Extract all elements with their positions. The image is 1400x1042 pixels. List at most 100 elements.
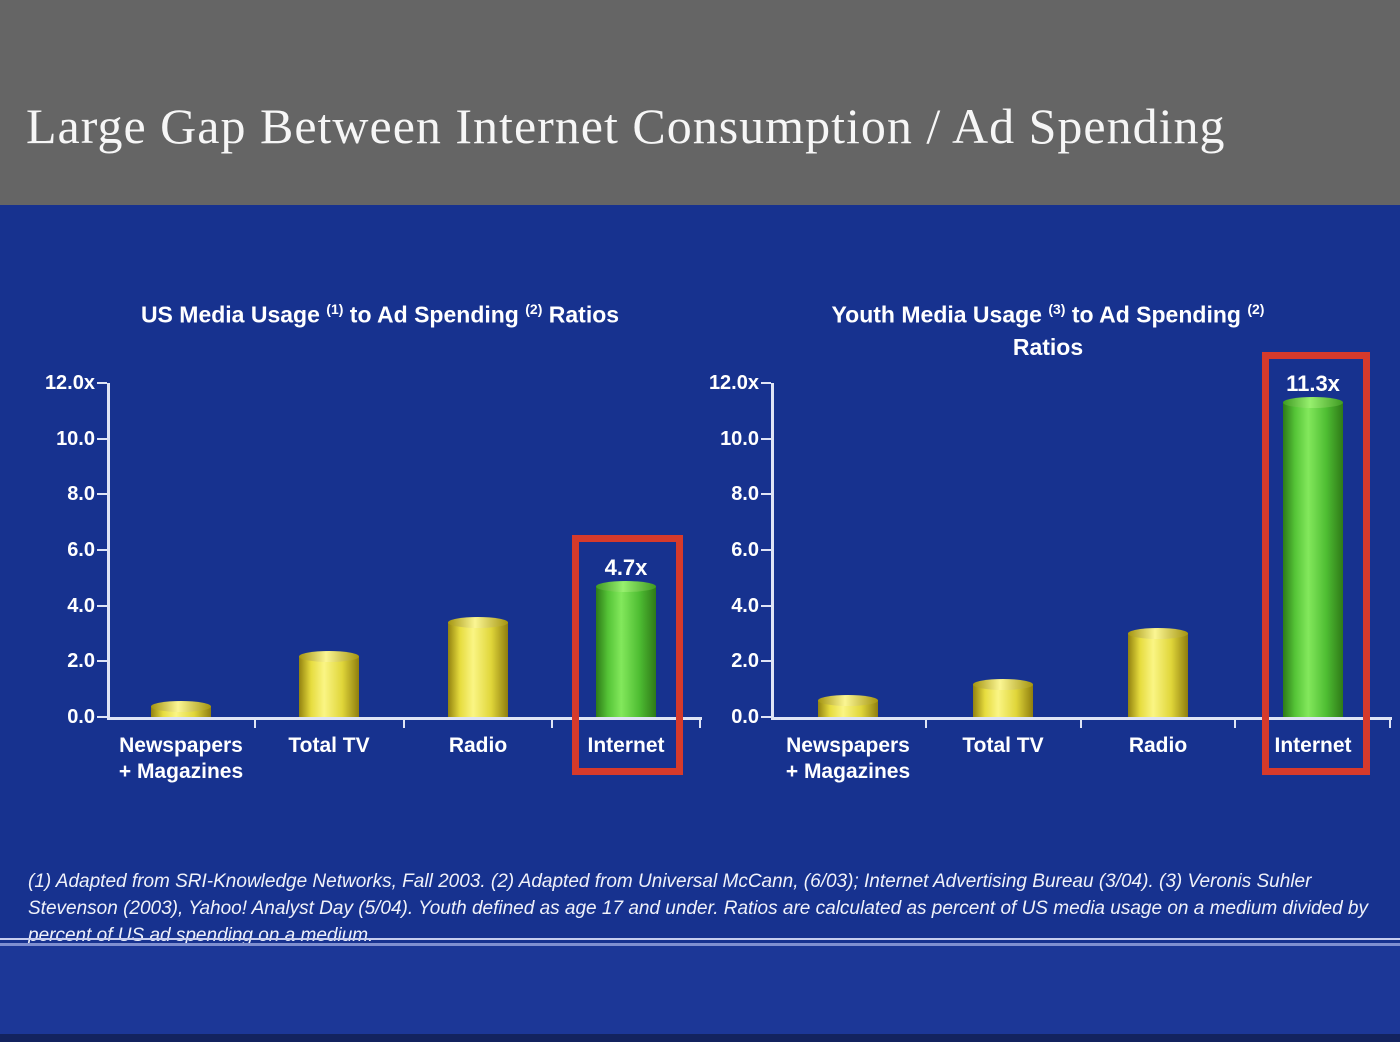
category-label-newspapers-magazines: Newspapers + Magazines: [763, 733, 933, 785]
chart-title-line: Youth Media Usage (3) to Ad Spending (2): [788, 293, 1308, 331]
bar-total-tv: [299, 651, 359, 717]
highlight-value-label: 4.7x: [604, 555, 648, 580]
y-axis-tick: [761, 437, 771, 440]
y-tick-label: 2.0: [67, 650, 95, 673]
category-label-line: + Magazines: [785, 760, 911, 783]
category-label-line: Internet: [1274, 734, 1352, 757]
y-tick-label: 10.0: [720, 427, 759, 450]
bar-top-cap: [973, 679, 1033, 690]
title-superscript: (2): [1247, 301, 1265, 317]
title-superscript: (3): [1048, 301, 1066, 317]
y-tick-label: 0.0: [67, 706, 95, 728]
y-tick-label: 12.0x: [708, 372, 759, 394]
bar-total-tv: [973, 679, 1033, 717]
bar-internet: [596, 581, 656, 717]
x-axis-tick: [1389, 720, 1391, 728]
x-axis-tick: [1080, 720, 1082, 728]
y-axis-tick: [97, 660, 107, 663]
y-axis-tick: [97, 382, 107, 384]
y-tick-label: 0.0: [731, 706, 759, 728]
footer-band: MorganStanley 43 Yourseeker: [0, 946, 1400, 1042]
category-label-internet: Internet: [1228, 733, 1398, 759]
title-text: to Ad Spending: [343, 301, 526, 328]
y-tick-label: 12.0x: [44, 372, 95, 394]
y-axis-tick: [97, 716, 107, 718]
y-tick-label: 4.0: [731, 594, 759, 617]
bar-radio: [448, 617, 508, 717]
chart-title: US Media Usage (1) to Ad Spending (2) Ra…: [60, 293, 700, 331]
title-text: Ratios: [542, 301, 620, 328]
category-label-total-tv: Total TV: [918, 733, 1088, 759]
category-label-line: Total TV: [288, 734, 370, 757]
footnote: (1) Adapted from SRI-Knowledge Networks,…: [28, 871, 1368, 946]
x-axis-tick: [925, 720, 927, 728]
y-axis-tick: [97, 604, 107, 607]
bar-top-cap: [818, 695, 878, 706]
y-tick-label: 8.0: [67, 483, 95, 506]
chart-us: US Media Usage (1) to Ad Spending (2) Ra…: [20, 280, 710, 800]
category-label-radio: Radio: [393, 733, 563, 759]
bar-top-cap: [299, 651, 359, 662]
y-tick-label: 4.0: [67, 594, 95, 617]
y-axis-tick: [97, 493, 107, 496]
bar-top-cap: [1283, 397, 1343, 408]
x-axis: [107, 717, 702, 720]
y-axis: [771, 383, 774, 720]
y-axis-tick: [761, 549, 771, 551]
header-band: Large Gap Between Internet Consumption /…: [0, 0, 1400, 205]
x-axis-tick: [254, 720, 256, 728]
chart-title-line: US Media Usage (1) to Ad Spending (2) Ra…: [60, 293, 700, 331]
x-axis-tick: [403, 720, 405, 728]
highlight-box: [572, 535, 683, 775]
bar-radio: [1128, 628, 1188, 717]
title-text: to Ad Spending: [1065, 301, 1248, 328]
slide-title: Large Gap Between Internet Consumption /…: [26, 98, 1226, 154]
category-label-line: Newspapers: [119, 734, 243, 757]
category-label-line: Total TV: [962, 734, 1044, 757]
bar-top-cap: [448, 617, 508, 628]
separator-line: [0, 938, 1400, 940]
y-tick-label: 6.0: [67, 539, 95, 561]
bar-newspapers-magazines: [151, 701, 211, 717]
y-axis: [107, 383, 110, 720]
y-tick-label: 6.0: [731, 539, 759, 561]
y-axis-tick: [761, 382, 771, 384]
bar-top-cap: [151, 701, 211, 712]
bar-top-cap: [596, 581, 656, 592]
title-text: Ratios: [1012, 333, 1084, 360]
y-axis-tick: [761, 493, 771, 496]
category-label-newspapers-magazines: Newspapers + Magazines: [96, 733, 266, 785]
y-tick-label: 2.0: [731, 650, 759, 673]
chart-youth: Youth Media Usage (3) to Ad Spending (2)…: [709, 280, 1400, 800]
category-label-radio: Radio: [1073, 733, 1243, 759]
y-axis-tick: [761, 604, 771, 607]
x-axis-tick: [551, 720, 553, 728]
category-label-line: Internet: [587, 734, 665, 757]
highlight-value-label: 11.3x: [1286, 371, 1340, 396]
y-tick-label: 8.0: [731, 483, 759, 506]
y-axis-tick: [97, 549, 107, 551]
title-text: US Media Usage: [140, 301, 327, 328]
x-axis-tick: [1234, 720, 1236, 728]
title-superscript: (1): [326, 301, 344, 317]
category-label-line: Newspapers: [786, 734, 910, 757]
category-label-total-tv: Total TV: [244, 733, 414, 759]
chart-title-line: Ratios: [788, 331, 1308, 363]
category-label-line: + Magazines: [118, 760, 244, 783]
category-label-line: Radio: [448, 734, 508, 757]
x-axis: [771, 717, 1392, 720]
title-superscript: (2): [525, 301, 543, 317]
chart-title: Youth Media Usage (3) to Ad Spending (2)…: [788, 293, 1308, 363]
bar-newspapers-magazines: [818, 695, 878, 717]
separator-line: [0, 943, 1400, 946]
bar-top-cap: [1128, 628, 1188, 639]
y-axis-tick: [761, 660, 771, 663]
x-axis-tick: [699, 720, 701, 728]
highlight-box: [1262, 352, 1370, 775]
bar-internet: [1283, 397, 1343, 717]
y-axis-tick: [761, 716, 771, 718]
y-tick-label: 10.0: [56, 427, 95, 450]
bottom-edge-strip: [0, 1034, 1400, 1042]
title-text: Youth Media Usage: [831, 301, 1049, 328]
